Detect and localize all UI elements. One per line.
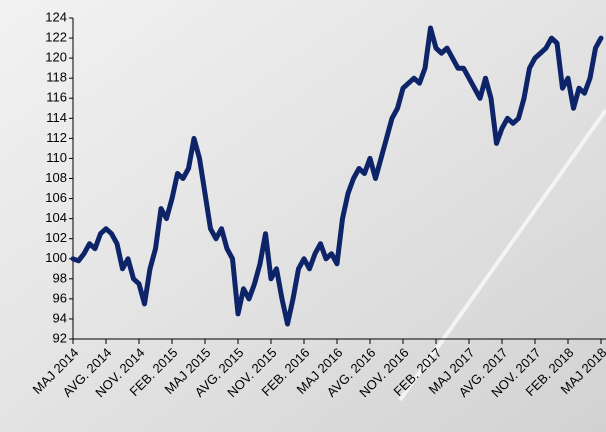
y-tick-label: 100 (45, 250, 67, 265)
y-tick-label: 94 (53, 310, 67, 325)
y-tick-label: 106 (45, 190, 67, 205)
y-tick-label: 120 (45, 50, 67, 65)
y-tick-label: 96 (53, 290, 67, 305)
y-tick-label: 114 (46, 110, 67, 125)
y-tick-label: 118 (46, 70, 67, 85)
y-tick-label: 112 (46, 130, 67, 145)
y-tick-label: 104 (45, 210, 67, 225)
y-tick-label: 108 (45, 170, 67, 185)
y-tick-label: 116 (46, 90, 67, 105)
y-tick-label: 92 (53, 330, 67, 345)
background-streak (398, 108, 606, 402)
data-line (70, 25, 604, 327)
y-tick-label: 122 (45, 30, 67, 45)
y-tick-label: 98 (53, 270, 67, 285)
y-tick-label: 124 (45, 9, 67, 24)
y-tick-label: 102 (45, 230, 67, 245)
y-tick-label: 110 (46, 150, 67, 165)
